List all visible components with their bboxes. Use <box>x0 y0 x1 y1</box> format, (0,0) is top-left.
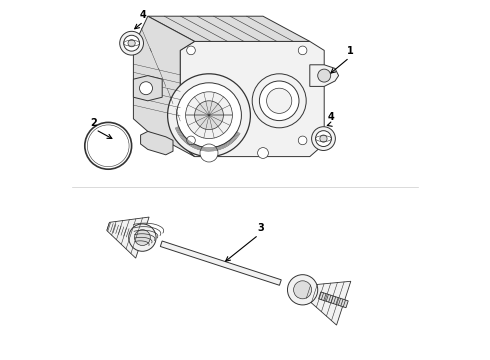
Circle shape <box>252 74 306 128</box>
Circle shape <box>259 81 299 121</box>
Polygon shape <box>107 223 130 237</box>
Polygon shape <box>141 131 173 155</box>
Circle shape <box>320 135 327 142</box>
Circle shape <box>298 46 307 55</box>
Text: 1: 1 <box>347 46 353 56</box>
Circle shape <box>312 127 335 150</box>
Text: 4: 4 <box>140 10 147 20</box>
Circle shape <box>129 224 156 251</box>
Circle shape <box>288 275 318 305</box>
Circle shape <box>195 101 223 130</box>
Circle shape <box>187 136 196 145</box>
Circle shape <box>200 144 218 162</box>
Polygon shape <box>160 241 281 285</box>
Circle shape <box>298 136 307 145</box>
Polygon shape <box>180 41 324 157</box>
Polygon shape <box>318 292 348 308</box>
Circle shape <box>123 35 140 51</box>
Circle shape <box>267 88 292 113</box>
Polygon shape <box>301 281 351 325</box>
Text: 4: 4 <box>328 112 335 122</box>
Polygon shape <box>133 76 162 101</box>
Circle shape <box>258 148 269 158</box>
Circle shape <box>128 40 135 47</box>
Circle shape <box>318 69 331 82</box>
Circle shape <box>316 131 331 147</box>
Circle shape <box>187 46 196 55</box>
Polygon shape <box>133 16 195 157</box>
Text: 2: 2 <box>91 118 97 128</box>
Polygon shape <box>107 217 149 258</box>
Circle shape <box>134 230 150 246</box>
Text: 3: 3 <box>257 223 264 233</box>
Circle shape <box>168 74 250 157</box>
Circle shape <box>140 82 152 95</box>
Circle shape <box>120 31 144 55</box>
Circle shape <box>186 92 232 139</box>
Circle shape <box>176 83 242 148</box>
Polygon shape <box>148 16 310 41</box>
Polygon shape <box>310 65 339 86</box>
Circle shape <box>294 281 312 299</box>
